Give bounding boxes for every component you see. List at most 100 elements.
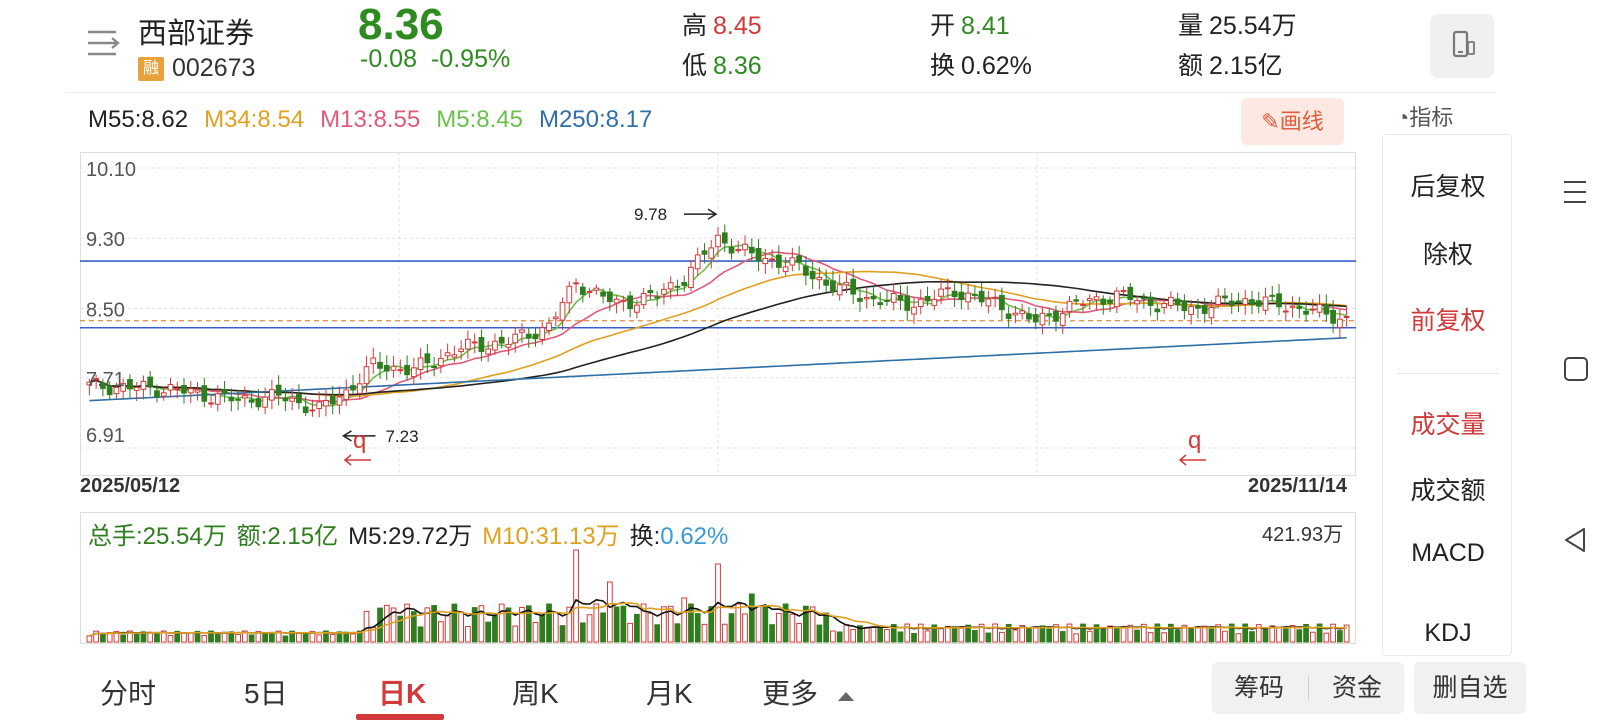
volume-bar — [694, 613, 701, 643]
menu-item-back-adjusted[interactable]: 后复权 — [1410, 173, 1486, 201]
candle-body — [1269, 294, 1276, 297]
volume-max: 421.93万 — [1262, 524, 1344, 546]
volume-bar — [688, 603, 694, 643]
candle-body — [1066, 300, 1073, 313]
home-icon[interactable] — [1563, 356, 1589, 382]
volume-bar — [992, 623, 998, 643]
turnover-prefix: 换: — [629, 523, 661, 550]
volume-bar — [512, 625, 519, 643]
volume-bar — [971, 630, 978, 643]
candle-body — [127, 379, 133, 390]
high-arrow-icon — [684, 208, 718, 220]
header-divider — [66, 92, 1496, 93]
menu-item-ex-rights[interactable]: 除权 — [1422, 241, 1473, 269]
candle-body — [924, 295, 931, 302]
back-icon[interactable] — [1562, 526, 1588, 554]
candle-body — [228, 396, 235, 402]
candle-body — [512, 333, 519, 344]
volume-bar — [823, 612, 830, 643]
low-price-label: 7.23 — [385, 427, 418, 446]
volume-bar — [951, 626, 958, 643]
candle-body — [836, 284, 843, 296]
volume-bar — [248, 634, 255, 643]
candle-body — [329, 396, 336, 405]
volume-bar — [1066, 623, 1073, 643]
volume-bar — [431, 605, 437, 643]
volume-bar — [890, 624, 897, 643]
volume-bar — [1249, 631, 1255, 643]
pencil-icon: ✎ — [1261, 109, 1280, 134]
candle-body — [769, 258, 775, 261]
volume-bar — [816, 624, 823, 643]
menu-item-macd[interactable]: MACD — [1411, 539, 1485, 567]
volume-bar — [363, 610, 370, 643]
draw-line-button[interactable]: ✎画线 — [1241, 98, 1344, 145]
candle-body — [897, 294, 904, 301]
tab-5day[interactable]: 5日 — [244, 678, 288, 709]
candle-body — [1140, 297, 1147, 300]
volume-bar — [573, 549, 579, 643]
candle-body — [282, 397, 289, 402]
current-price: 8.36 — [358, 0, 444, 49]
volume-bar — [1012, 629, 1019, 643]
menu-item-amount[interactable]: 成交额 — [1410, 477, 1486, 505]
volume-bar — [275, 630, 282, 643]
volume-bar — [850, 629, 857, 643]
candle-body — [336, 396, 343, 406]
volume-bar — [1168, 623, 1174, 643]
volume-bar — [1107, 625, 1113, 643]
device-switch-button[interactable] — [1430, 14, 1494, 78]
change-value: -0.08 — [360, 45, 417, 73]
candle-body — [302, 406, 309, 413]
candle-body — [451, 354, 458, 358]
menu-icon[interactable] — [86, 28, 122, 58]
candle-body — [444, 352, 451, 357]
volume-bar — [809, 606, 816, 643]
candle-body — [1046, 313, 1053, 316]
candle-body — [735, 249, 742, 252]
volume-bar — [1093, 624, 1100, 643]
amount-stat: 额 2.15亿 — [1178, 46, 1283, 82]
volume-m10: M10:31.13万 — [482, 523, 620, 550]
volume-bar — [1215, 624, 1222, 643]
chips-button[interactable]: 筹码 — [1233, 674, 1284, 702]
margin-trading-badge: 融 — [138, 57, 164, 81]
tab-daily-k[interactable]: 日K — [378, 678, 427, 709]
indicator-button[interactable]: ◔指标 — [1396, 100, 1453, 132]
tab-monthly-k[interactable]: 月K — [646, 678, 693, 709]
volume-bar — [674, 623, 681, 643]
volume-bar — [938, 628, 944, 643]
volume-bar — [1269, 625, 1276, 643]
tab-more[interactable]: 更多 — [762, 672, 856, 712]
candle-body — [823, 279, 830, 286]
candle-body — [194, 389, 201, 393]
candle-body — [1134, 300, 1140, 305]
kline-chart[interactable]: 10.10 9.30 8.50 7.71 6.91 9.78 7.23 q q — [80, 152, 1356, 476]
volume-bar — [620, 605, 627, 643]
candle-body — [397, 369, 404, 372]
phone-icon — [1452, 30, 1475, 58]
volume-chart[interactable] — [80, 512, 1356, 644]
menu-item-forward-adjusted[interactable]: 前复权 — [1410, 307, 1486, 335]
tab-weekly-k[interactable]: 周K — [512, 678, 559, 709]
tab-intraday[interactable]: 分时 — [100, 678, 157, 709]
volume-bar — [904, 623, 911, 643]
menu-item-volume[interactable]: 成交量 — [1410, 411, 1486, 439]
funds-button[interactable]: 资金 — [1331, 674, 1382, 702]
volume-bar — [1113, 626, 1120, 643]
gauge-icon: ◔ — [1396, 105, 1410, 130]
candle-body — [809, 270, 816, 280]
candle-body — [1242, 298, 1249, 305]
volume-bar — [167, 634, 174, 643]
remove-watchlist-button[interactable]: 删自选 — [1414, 662, 1526, 714]
candle-body — [262, 396, 268, 408]
recent-apps-icon[interactable] — [1562, 178, 1588, 206]
candle-body — [410, 367, 417, 378]
volume-bar — [1140, 623, 1147, 643]
candle-body — [113, 386, 120, 395]
menu-item-kdj[interactable]: KDJ — [1424, 619, 1472, 647]
volume-bar — [525, 605, 532, 643]
end-date: 2025/11/14 — [1248, 475, 1347, 497]
candle-body — [120, 383, 127, 392]
tab-more-label: 更多 — [762, 678, 819, 709]
